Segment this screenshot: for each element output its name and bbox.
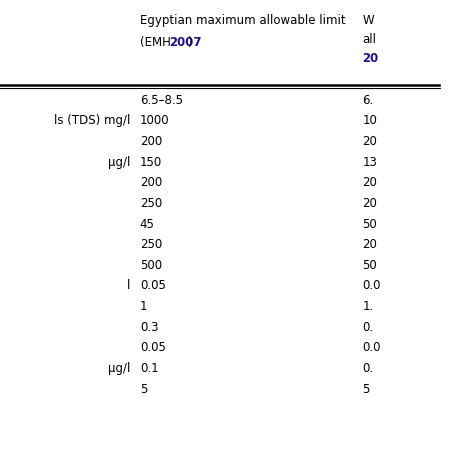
Text: 50: 50 [363, 259, 377, 272]
Text: 6.: 6. [363, 94, 374, 107]
Text: 250: 250 [140, 197, 162, 210]
Text: Egyptian maximum allowable limit: Egyptian maximum allowable limit [140, 14, 346, 27]
Text: μg/l: μg/l [108, 156, 130, 169]
Text: 150: 150 [140, 156, 162, 169]
Text: (EMH: (EMH [140, 36, 174, 49]
Text: 0.0: 0.0 [363, 341, 381, 354]
Text: l: l [127, 280, 130, 292]
Text: 1000: 1000 [140, 115, 169, 128]
Text: 200: 200 [140, 135, 162, 148]
Text: 2007: 2007 [169, 36, 202, 49]
Text: W: W [363, 14, 374, 27]
Text: 500: 500 [140, 259, 162, 272]
Text: ): ) [187, 36, 192, 49]
Text: 20: 20 [363, 176, 377, 189]
Text: 20: 20 [363, 238, 377, 251]
Text: 10: 10 [363, 115, 377, 128]
Text: 0.3: 0.3 [140, 321, 158, 334]
Text: 6.5–8.5: 6.5–8.5 [140, 94, 183, 107]
Text: 0.05: 0.05 [140, 341, 166, 354]
Text: 250: 250 [140, 238, 162, 251]
Text: μg/l: μg/l [108, 362, 130, 375]
Text: 1.: 1. [363, 300, 374, 313]
Text: 0.: 0. [363, 321, 374, 334]
Bar [441, 0, 474, 474]
Text: 5: 5 [363, 383, 370, 395]
Text: 200: 200 [140, 176, 162, 189]
Text: ls (TDS) mg/l: ls (TDS) mg/l [54, 115, 130, 128]
Text: 20: 20 [363, 52, 379, 65]
Text: 50: 50 [363, 218, 377, 230]
Text: 0.05: 0.05 [140, 280, 166, 292]
Text: 0.: 0. [363, 362, 374, 375]
Text: 5: 5 [140, 383, 147, 395]
Text: 45: 45 [140, 218, 155, 230]
Text: 0.0: 0.0 [363, 280, 381, 292]
Text: all: all [363, 33, 377, 46]
Text: 13: 13 [363, 156, 377, 169]
Text: 0.1: 0.1 [140, 362, 158, 375]
Text: 1: 1 [140, 300, 147, 313]
Text: 20: 20 [363, 197, 377, 210]
Text: 20: 20 [363, 135, 377, 148]
